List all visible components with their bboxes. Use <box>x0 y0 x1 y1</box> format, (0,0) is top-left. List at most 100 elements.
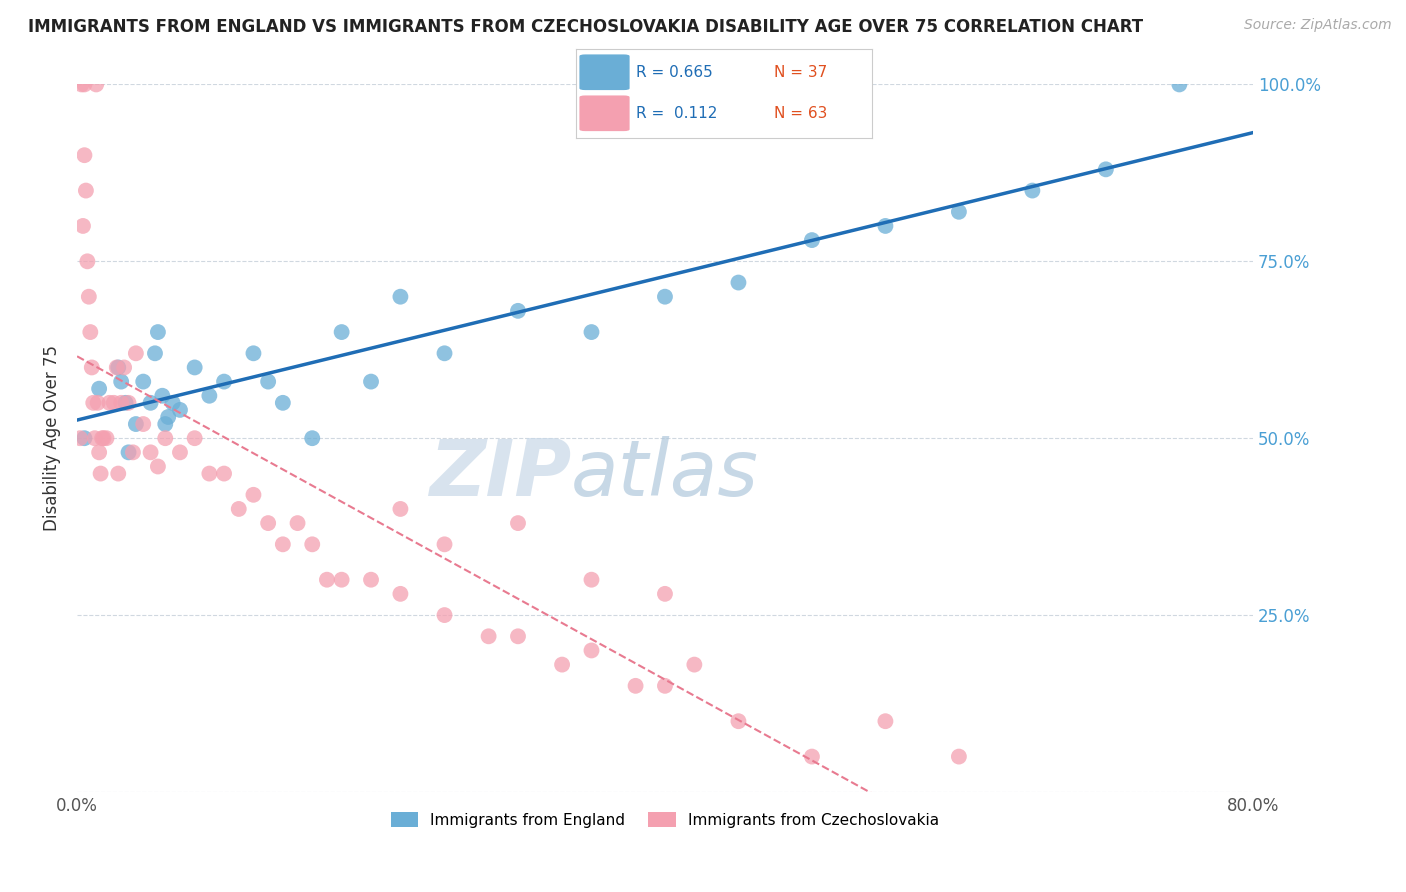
Point <box>242 346 264 360</box>
Point <box>132 375 155 389</box>
Point <box>157 409 180 424</box>
Point <box>110 375 132 389</box>
Y-axis label: Disability Age Over 75: Disability Age Over 75 <box>44 345 60 532</box>
Point <box>800 749 823 764</box>
Point <box>91 431 114 445</box>
Point <box>84 78 107 92</box>
Point <box>800 233 823 247</box>
Point <box>389 290 412 304</box>
Point <box>506 629 529 643</box>
Point <box>257 516 280 530</box>
Point <box>301 431 323 445</box>
Point <box>96 431 118 445</box>
Point <box>330 325 353 339</box>
FancyBboxPatch shape <box>579 54 630 90</box>
Point <box>139 445 162 459</box>
Point <box>212 467 235 481</box>
Point <box>107 360 129 375</box>
Point <box>433 537 456 551</box>
Point <box>89 445 111 459</box>
Point <box>242 488 264 502</box>
Point <box>132 417 155 431</box>
Point <box>112 360 135 375</box>
Point <box>875 219 897 233</box>
Point <box>727 276 749 290</box>
Text: N = 63: N = 63 <box>775 106 828 120</box>
Point <box>212 375 235 389</box>
Point <box>1095 162 1118 177</box>
Point <box>75 184 97 198</box>
Point <box>875 714 897 729</box>
Point <box>316 573 339 587</box>
Point <box>581 573 603 587</box>
Text: R =  0.112: R = 0.112 <box>636 106 717 120</box>
Point <box>330 573 353 587</box>
Point <box>89 382 111 396</box>
Point <box>103 396 125 410</box>
Point <box>80 360 103 375</box>
Point <box>70 78 93 92</box>
Point <box>73 431 96 445</box>
Point <box>581 643 603 657</box>
Point <box>122 445 145 459</box>
Point <box>301 537 323 551</box>
Point <box>110 396 132 410</box>
Point <box>125 417 148 431</box>
Point <box>155 417 177 431</box>
Point <box>1168 78 1191 92</box>
Point <box>551 657 574 672</box>
Point <box>948 749 970 764</box>
Point <box>271 396 294 410</box>
Text: Source: ZipAtlas.com: Source: ZipAtlas.com <box>1244 18 1392 32</box>
Point <box>228 502 250 516</box>
Point <box>506 516 529 530</box>
Point <box>478 629 501 643</box>
Point <box>105 360 128 375</box>
Text: N = 37: N = 37 <box>775 65 828 79</box>
Legend: Immigrants from England, Immigrants from Czechoslovakia: Immigrants from England, Immigrants from… <box>385 805 945 834</box>
Text: ZIP: ZIP <box>429 435 571 512</box>
Point <box>654 587 676 601</box>
Point <box>1021 184 1043 198</box>
Point <box>117 445 139 459</box>
Point <box>73 148 96 162</box>
Point <box>83 431 105 445</box>
Point <box>360 573 382 587</box>
Point <box>90 467 112 481</box>
Point <box>146 459 169 474</box>
Point <box>73 78 96 92</box>
Point <box>169 445 191 459</box>
Point <box>433 346 456 360</box>
Point <box>257 375 280 389</box>
Point <box>624 679 647 693</box>
Point <box>82 396 104 410</box>
Point <box>948 204 970 219</box>
Point <box>183 431 205 445</box>
Point <box>433 608 456 623</box>
Point <box>654 290 676 304</box>
Point <box>271 537 294 551</box>
Point <box>107 467 129 481</box>
Point <box>727 714 749 729</box>
Point <box>69 431 91 445</box>
Point <box>76 254 98 268</box>
Point <box>183 360 205 375</box>
Point <box>389 587 412 601</box>
Point <box>198 467 221 481</box>
Point <box>114 396 136 410</box>
Point <box>389 502 412 516</box>
Point <box>581 325 603 339</box>
Point <box>98 396 121 410</box>
Point <box>79 325 101 339</box>
Text: R = 0.665: R = 0.665 <box>636 65 713 79</box>
Point <box>125 346 148 360</box>
Point <box>198 389 221 403</box>
Point <box>146 325 169 339</box>
Point <box>162 396 184 410</box>
Point <box>72 219 94 233</box>
Point <box>93 431 115 445</box>
Point <box>287 516 309 530</box>
Point <box>360 375 382 389</box>
Point <box>86 396 108 410</box>
Point <box>155 431 177 445</box>
